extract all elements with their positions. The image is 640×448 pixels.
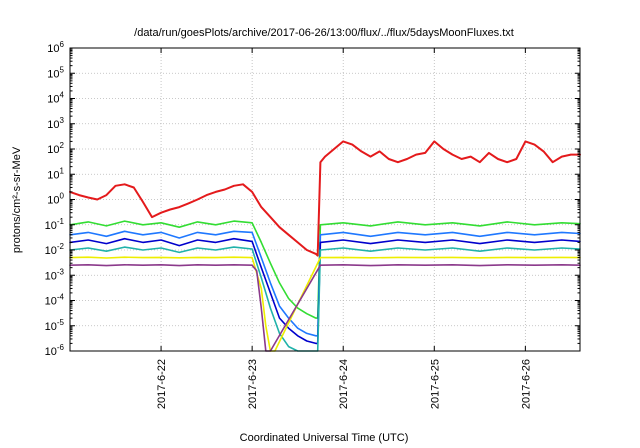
y-axis-label: protons/cm²-s-sr-MeV — [11, 146, 23, 253]
series-line-4 — [69, 237, 581, 345]
series-line-3 — [69, 230, 581, 337]
y-tick-label: 100 — [47, 192, 64, 207]
x-axis-label: Coordinated Universal Time (UTC) — [240, 432, 409, 444]
series-line-2 — [69, 220, 581, 319]
y-tick-label: 10-4 — [45, 293, 65, 308]
y-tick-label: 10-1 — [45, 217, 65, 232]
chart-title: /data/run/goesPlots/archive/2017-06-26/1… — [134, 27, 514, 39]
y-tick-label: 10-6 — [45, 343, 65, 358]
x-tick-label: 2017-6-26 — [520, 359, 532, 409]
x-tick-label: 2017-6-24 — [338, 359, 350, 409]
x-tick-label: 2017-6-22 — [156, 359, 168, 409]
y-tick-label: 103 — [47, 116, 64, 131]
y-tick-label: 10-2 — [45, 242, 65, 257]
y-tick-labels: 10-6 10-5 10-4 10-3 10-2 10-1 100 101 102 103 104 1… — [45, 40, 65, 358]
y-tick-label: 101 — [47, 166, 64, 181]
grid — [70, 48, 580, 351]
y-tick-label: 105 — [47, 65, 64, 80]
y-tick-label: 10-3 — [45, 267, 65, 282]
x-tick-label: 2017-6-23 — [247, 359, 259, 409]
axis-ticks — [70, 47, 580, 352]
x-tick-label: 2017-6-25 — [429, 359, 441, 409]
series-group — [69, 140, 581, 352]
series-line-7 — [69, 264, 581, 352]
series-line-5 — [69, 246, 581, 352]
y-tick-label: 10-5 — [45, 318, 65, 333]
series-line-1 — [69, 140, 581, 257]
x-tick-labels: 2017-6-22 2017-6-23 2017-6-24 2017-6-25 2017… — [156, 359, 532, 409]
y-tick-label: 106 — [47, 40, 64, 55]
series-line-6 — [69, 256, 581, 352]
y-tick-label: 104 — [47, 91, 64, 106]
y-tick-label: 102 — [47, 141, 64, 156]
